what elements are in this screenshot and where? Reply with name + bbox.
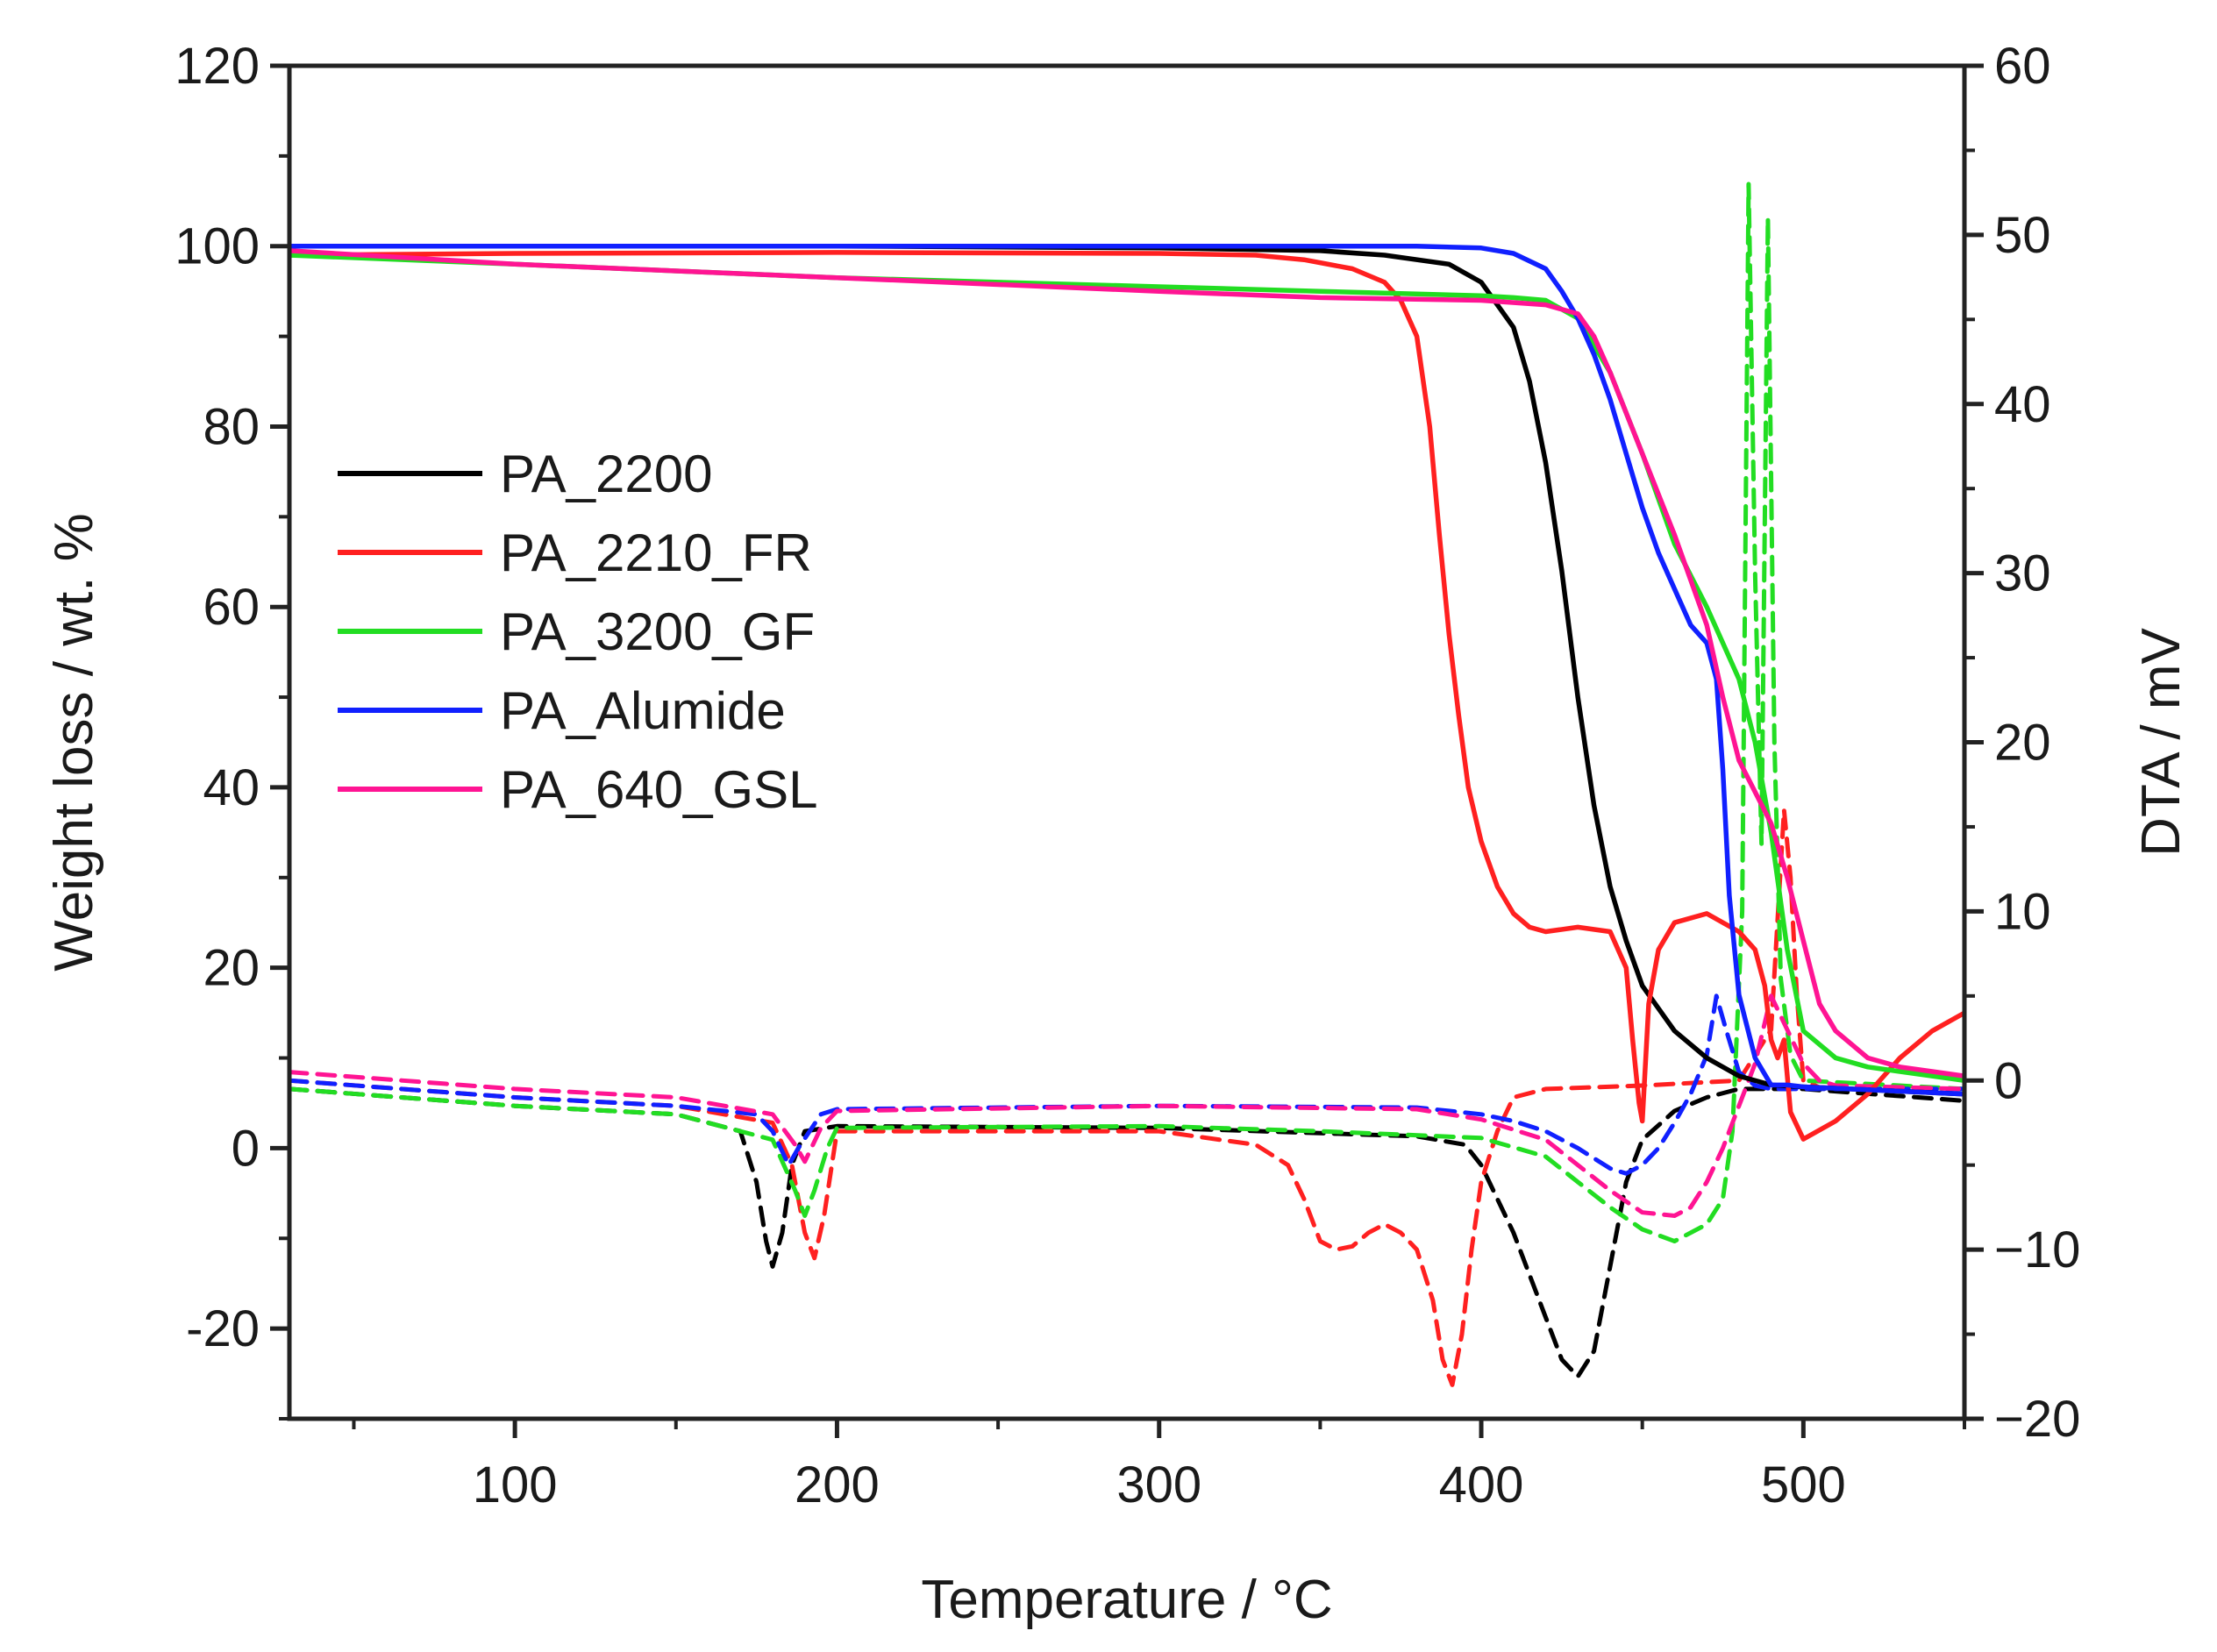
right-y-tick-label: 50 [1994,207,2051,264]
legend-item: PA_2200 [338,445,712,503]
left-y-tick-label: -20 [186,1300,260,1357]
x-tick-label: 100 [473,1456,558,1513]
legend-item: PA_Alumide [338,681,786,740]
right-y-tick-label: −10 [1994,1221,2080,1278]
legend-label: PA_2210_FR [500,523,812,582]
series-layer [289,182,1964,1387]
x-tick-label: 400 [1439,1456,1524,1513]
series-dta-pa-3200-gf [289,182,1964,1243]
legend-item: PA_3200_GF [338,602,815,661]
left-y-tick-label: 60 [203,579,260,636]
left-y-tick-label: 120 [175,38,260,95]
series-dta-pa-alumide [289,993,1964,1176]
legend-item: PA_640_GSL [338,760,818,819]
legend-label: PA_Alumide [500,681,786,740]
series-tg-pa-2210-fr [289,250,1964,1142]
series-tg-pa-alumide [289,243,1964,1097]
series-dta-pa-640-gsl [289,993,1964,1218]
legend-label: PA_2200 [500,445,712,503]
legend-label: PA_3200_GF [500,602,815,661]
plot-area [289,182,1964,1387]
right-y-tick-label: 20 [1994,715,2051,772]
right-y-tick-label: 30 [1994,545,2051,602]
axes-layer: 100 200 300 400 500 -20 0 20 40 60 80 100 120 −20 −10 0… [175,38,2080,1513]
right-y-tick-label: −20 [1994,1391,2080,1448]
right-y-tick-label: 60 [1994,38,2051,95]
left-y-tick-label: 40 [203,759,260,816]
left-y-tick-label: 80 [203,398,260,455]
left-y-tick-label: 100 [175,218,260,275]
legend-item: PA_2210_FR [338,523,812,582]
x-tick-label: 200 [795,1456,880,1513]
x-tick-label: 300 [1116,1456,1201,1513]
series-dta-pa-2210-fr [289,808,1964,1387]
left-y-tick-label: 0 [232,1120,260,1177]
series-tg-pa-2200 [289,243,1964,1097]
x-tick-label: 500 [1761,1456,1846,1513]
legend-label: PA_640_GSL [500,760,818,819]
x-axis-title: Temperature / °C [921,1570,1332,1630]
left-y-tick-label: 20 [203,940,260,997]
right-y-tick-label: 0 [1994,1052,2022,1109]
right-y-axis-title: DTA / mV [2131,628,2192,857]
right-y-tick-label: 40 [1994,376,2051,433]
right-y-tick-label: 10 [1994,883,2051,940]
series-tg-pa-640-gsl [289,248,1964,1079]
series-dta-pa-2200 [289,1086,1964,1379]
legend: PA_2200 PA_2210_FR PA_3200_GF PA_Alumide PA_… [338,445,818,819]
left-y-axis-title: Weight loss / wt. % [44,513,104,972]
series-tg-pa-3200-gf [289,253,1964,1084]
